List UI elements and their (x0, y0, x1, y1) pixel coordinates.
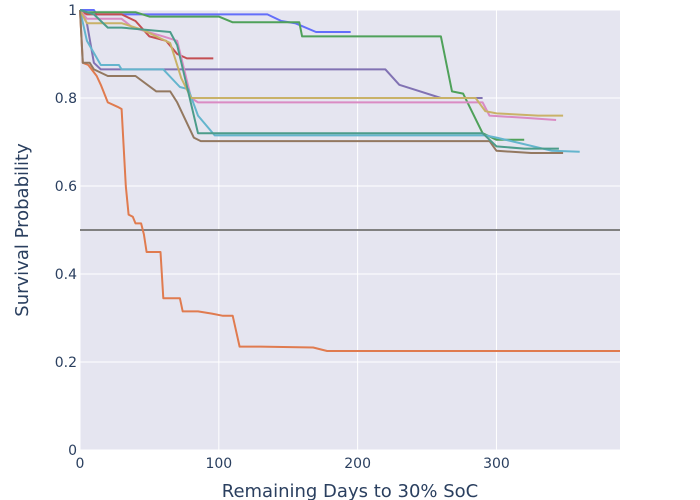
series-line-6 (79, 9, 557, 121)
x-tick-label-0: 0 (76, 456, 85, 472)
y-tick-label-5: 1 (68, 3, 77, 19)
y-tick-label-0: 0 (68, 443, 77, 459)
series-line-8 (79, 9, 564, 117)
y-tick-label-2: 0.4 (55, 267, 77, 283)
y-axis-label: Survival Probability (12, 143, 33, 317)
series-line-4 (79, 9, 214, 60)
x-axis-label: Remaining Days to 30% SoC (222, 481, 478, 500)
x-axis-ticks: 0 100 200 300 (76, 456, 510, 472)
x-tick-label-3: 300 (483, 456, 510, 472)
series-line-3 (79, 9, 525, 141)
y-axis-ticks: 0 0.2 0.4 0.6 0.8 1 (55, 3, 77, 459)
series-line-2 (79, 9, 620, 352)
series-line-10 (79, 9, 559, 150)
y-tick-label-4: 0.8 (55, 91, 77, 107)
x-tick-label-2: 200 (344, 456, 371, 472)
x-tick-label-1: 100 (205, 456, 232, 472)
y-tick-label-3: 0.6 (55, 179, 77, 195)
series-line-9 (79, 9, 564, 154)
y-tick-label-1: 0.2 (55, 355, 77, 371)
series-line-1 (80, 9, 351, 33)
series-group (79, 9, 620, 352)
